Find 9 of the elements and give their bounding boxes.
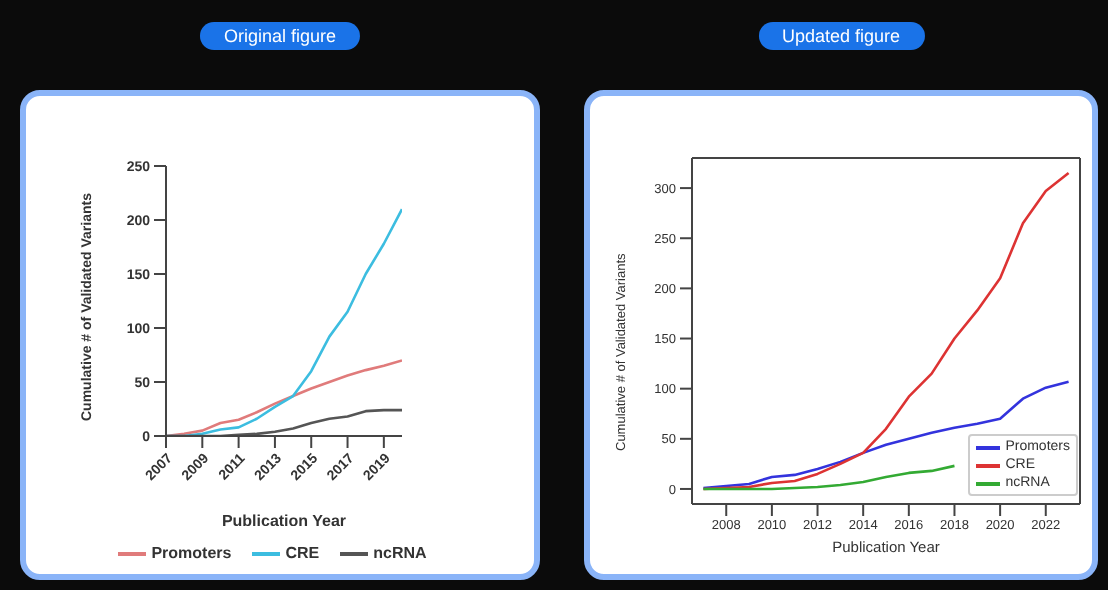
line-series bbox=[702, 171, 1070, 491]
legend-label: Promoters bbox=[151, 544, 232, 562]
x-axis-title: Publication Year bbox=[221, 512, 347, 530]
chart-title: Original figure bbox=[199, 22, 361, 50]
line-series bbox=[702, 380, 1070, 490]
chart-title: Updated figure bbox=[757, 22, 925, 50]
legend-label: CRE bbox=[285, 544, 320, 562]
legend-label: ncRNA bbox=[373, 544, 427, 562]
line-series bbox=[702, 464, 956, 491]
